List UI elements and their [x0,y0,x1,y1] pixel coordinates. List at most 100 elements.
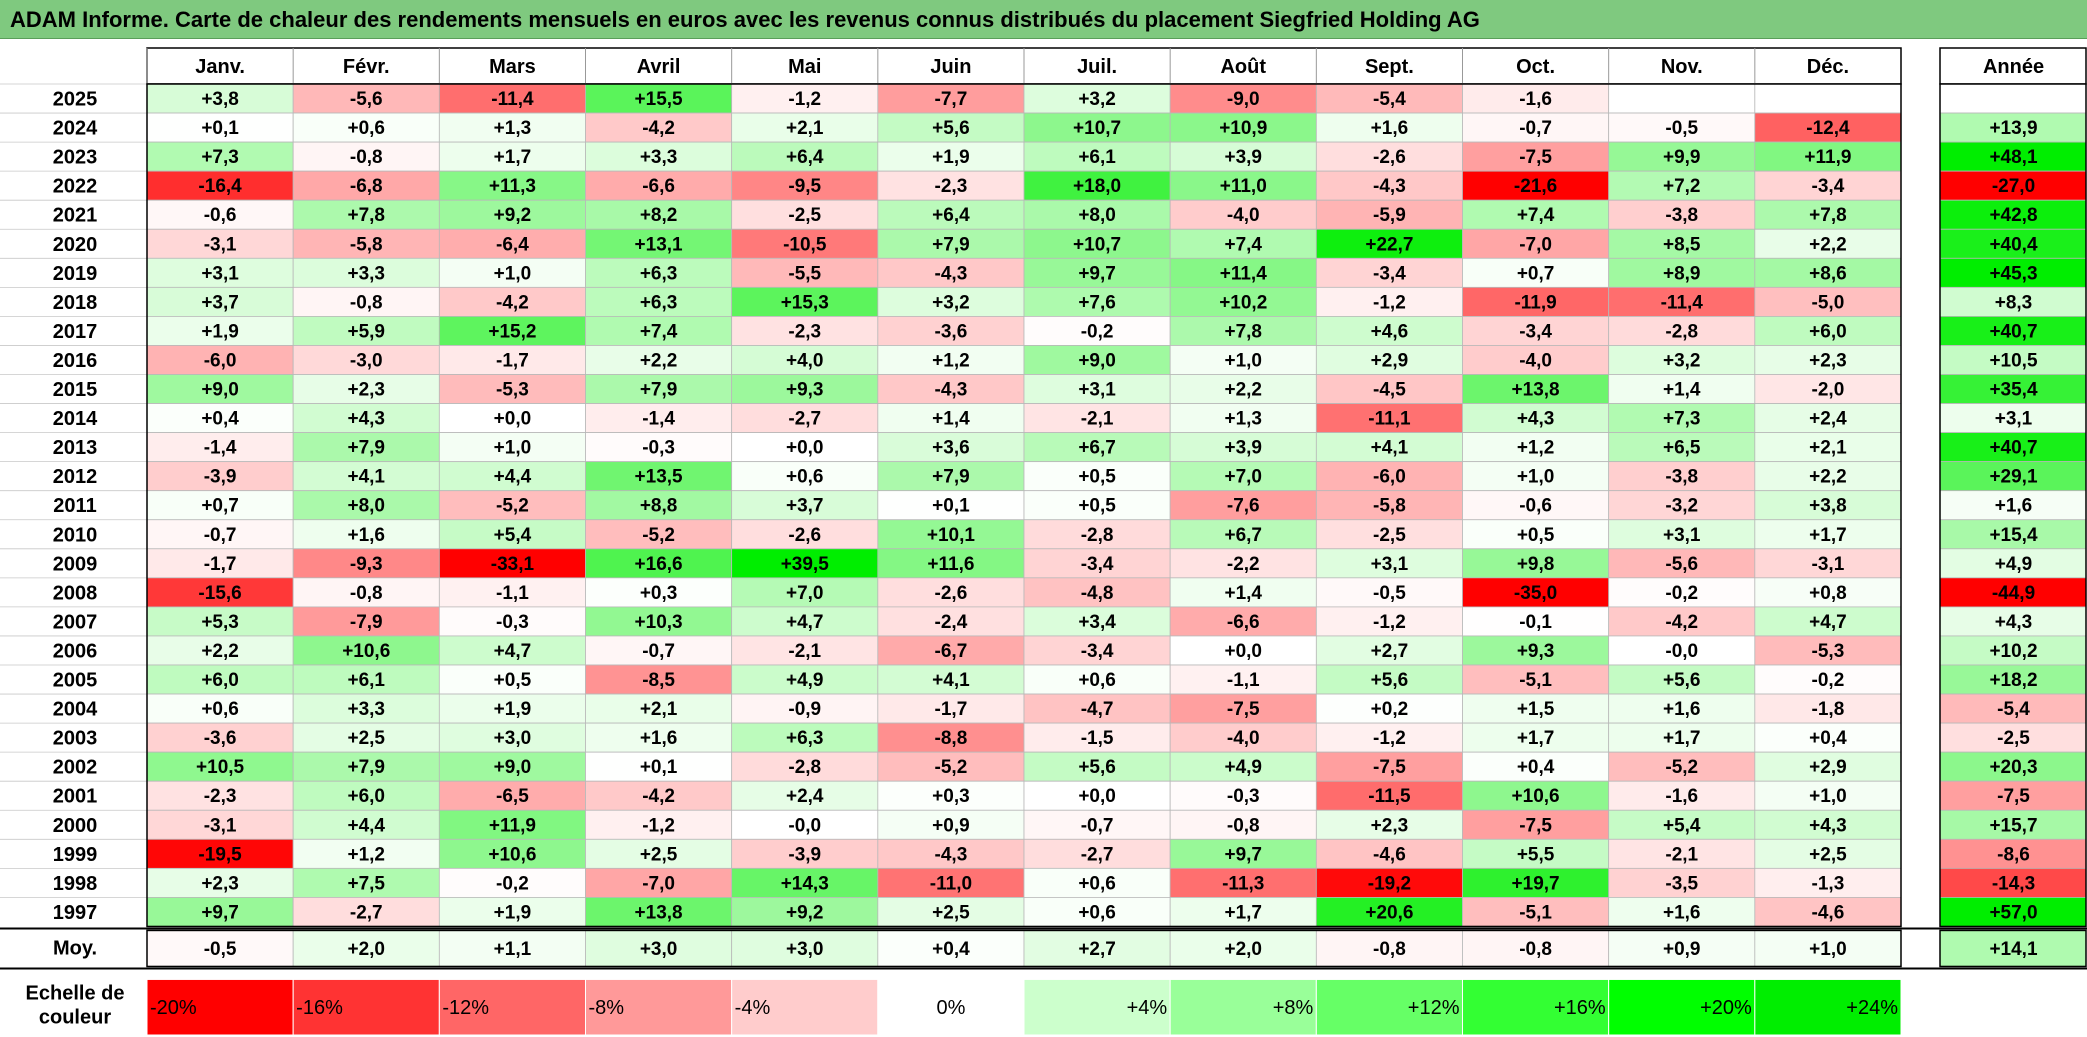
heatmap-cell [292,838,440,869]
heatmap-cell [146,403,294,433]
month-header: Mai [788,56,821,78]
cell-value: +0,6 [347,118,385,139]
heatmap-cell [146,432,294,463]
cell-value: -2,3 [935,176,968,197]
cell-value: +9,3 [1517,641,1555,662]
heatmap-cell [1315,461,1463,492]
cell-value: -3,1 [204,815,237,836]
heatmap-cell [438,897,586,927]
cell-value: +10,5 [196,757,245,778]
cell-value: +11,4 [1220,263,1267,284]
cell-value: +7,3 [1663,409,1701,430]
heatmap-cell [1754,577,1902,608]
heatmap-cell [438,141,586,172]
heatmap-cell [292,867,440,898]
heatmap-cell [292,112,440,143]
heatmap-cell [1315,403,1463,433]
heatmap-cell [731,897,879,927]
cell-value: -2,3 [204,786,237,807]
heatmap-cell [1462,257,1610,288]
average-cell [1462,930,1610,967]
heatmap-cell [1608,315,1756,346]
cell-value: +13,5 [635,467,684,488]
heatmap-cell [1462,809,1610,840]
cell-value: +0,9 [932,815,970,836]
cell-value: -6,8 [350,176,383,197]
cell-value: +6,1 [1078,147,1116,168]
row-year-label: 2010 [53,524,98,546]
cell-value: +7,8 [1809,205,1847,226]
cell-value: +9,7 [1078,263,1116,284]
heatmap-cell [731,606,879,637]
heatmap-cell [1754,780,1902,811]
title-bar: ADAM Informe. Carte de chaleur des rende… [0,0,2087,39]
heatmap-cell [438,751,586,782]
row-year-label: 2007 [53,611,98,633]
cell-value: +3,1 [1078,380,1116,401]
annual-grid-frame [1939,83,2087,928]
cell-value: +1,4 [932,409,970,430]
heatmap-cell [1462,432,1610,463]
cell-value: -5,2 [935,757,968,778]
heatmap-cell [1315,780,1463,811]
cell-value: +0,2 [1371,699,1409,720]
cell-value: -7,7 [935,89,968,110]
cell-value: +9,2 [494,205,532,226]
cell-value: +0,0 [494,409,532,430]
cell-value: -2,6 [788,525,821,546]
cell-value: +9,0 [494,757,532,778]
annual-cell [1939,809,2087,840]
heatmap-cell [1462,461,1610,492]
cell-value: -0,9 [788,699,821,720]
average-value: -0,5 [204,939,237,960]
heatmap-cell [585,838,733,869]
row-year-label: 2017 [53,321,98,343]
annual-value: -5,4 [1997,699,2030,720]
cell-value: +1,2 [932,350,970,371]
heatmap-cell [146,635,294,666]
heatmap-cell [438,374,586,404]
cell-value: -3,6 [204,728,237,749]
cell-value: -5,2 [1665,757,1698,778]
cell-value: -3,1 [1812,554,1845,575]
cell-value: -0,2 [1665,583,1698,604]
average-value: +0,4 [932,939,970,960]
heatmap-cell [292,403,440,433]
cell-value: +0,1 [640,757,678,778]
cell-value: +6,4 [932,205,970,226]
cell-value: +0,5 [1517,525,1555,546]
cell-value: +0,6 [1078,902,1116,923]
cell-value: -0,1 [1519,612,1552,633]
heatmap-cell [585,867,733,898]
scale-label-value: +8% [1273,997,1314,1019]
cell-value: -4,2 [496,292,529,313]
heatmap-cell [438,257,586,288]
cell-value: +1,4 [1224,583,1262,604]
heatmap-cell [1315,345,1463,375]
heatmap-cell [877,693,1025,724]
cell-value: -3,4 [1373,263,1406,284]
cell-value: +15,5 [635,89,684,110]
cell-value: +5,5 [1517,844,1555,865]
cell-value: -3,9 [788,844,821,865]
cell-value: +7,2 [1663,176,1701,197]
cell-value: +6,0 [201,670,239,691]
cell-value: +8,8 [640,496,678,517]
row-year-label: 1999 [53,844,98,866]
heatmap-cell [731,141,879,172]
cell-value: +0,1 [201,118,239,139]
cell-value: +1,7 [1663,728,1701,749]
heatmap-cell [731,809,879,840]
annual-value: +18,2 [1989,670,2037,691]
cell-value: -5,9 [1373,205,1406,226]
average-cell [877,930,1025,967]
cell-value: +8,6 [1809,263,1847,284]
cell-value: +2,1 [640,699,678,720]
cell-value: +1,3 [494,118,532,139]
heatmap-cell [1754,635,1902,666]
cell-value: -2,1 [788,641,821,662]
annual-cell [1939,286,2087,317]
heatmap-cell [146,722,294,753]
heatmap-cell [1462,345,1610,375]
cell-value: -5,5 [788,263,821,284]
